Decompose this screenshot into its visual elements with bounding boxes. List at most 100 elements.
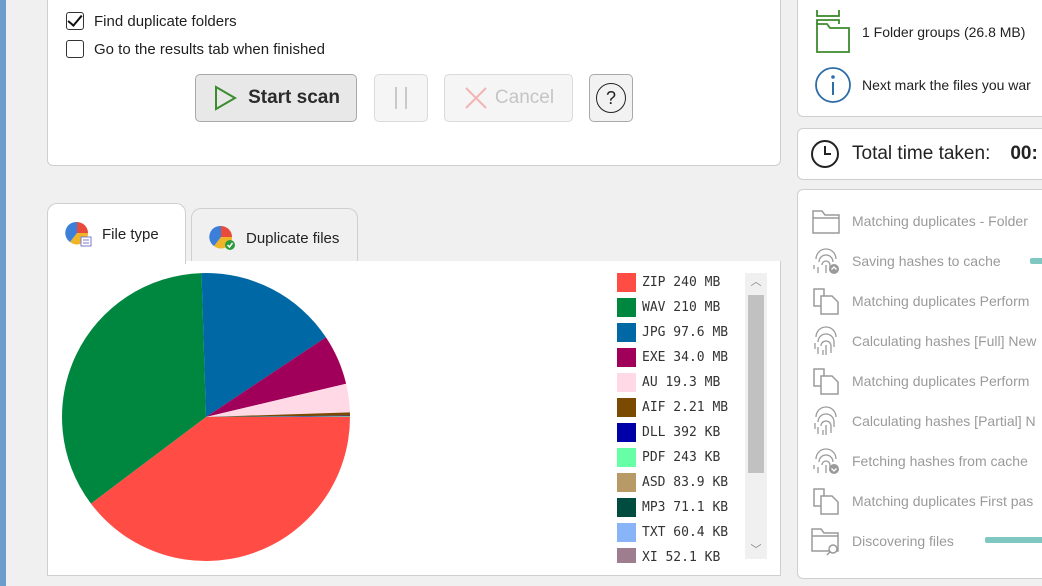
folder-groups-row: 1 Folder groups (26.8 MB) xyxy=(814,10,1025,54)
play-icon xyxy=(215,85,238,111)
step-matching-folders: Matching duplicates - Folder xyxy=(810,205,1028,237)
pie-slice-dll xyxy=(206,415,350,417)
pie-chart-icon xyxy=(65,221,92,247)
folder-groups-text: 1 Folder groups (26.8 MB) xyxy=(862,24,1026,40)
pie-slice-aif xyxy=(206,412,350,417)
step-hashes-partial: Calculating hashes [Partial] N xyxy=(810,405,1036,437)
results-summary-panel: 1 Folder groups (26.8 MB) Next mark the … xyxy=(797,0,1042,117)
fingerprint-icon xyxy=(810,325,842,357)
folder-search-icon xyxy=(810,525,842,557)
legend-item-xi: XI 52.1 KB xyxy=(617,548,720,563)
legend-item-txt: TXT 60.4 KB xyxy=(617,523,728,542)
find-duplicate-folders-checkbox[interactable] xyxy=(66,12,84,30)
step-discovering-files: Discovering files xyxy=(810,525,954,557)
saving-hashes-progress-bar xyxy=(1030,258,1042,264)
help-glyph: ? xyxy=(605,87,616,108)
step-saving-hashes: Saving hashes to cache xyxy=(810,245,1001,277)
find-duplicate-folders-label: Find duplicate folders xyxy=(94,12,237,30)
legend-swatch xyxy=(617,473,636,492)
step-label: Matching duplicates Perform xyxy=(852,293,1030,309)
legend-label: XI 52.1 KB xyxy=(642,550,721,563)
window-edge xyxy=(0,0,6,586)
step-label: Matching duplicates Perform xyxy=(852,373,1030,389)
step-hashes-full: Calculating hashes [Full] New xyxy=(810,325,1036,357)
discovering-files-progress-bar xyxy=(985,537,1042,543)
pie-slice-wav xyxy=(62,273,206,504)
fingerprint-download-icon xyxy=(810,445,842,477)
step-matching-first-pass: Matching duplicates First pas xyxy=(810,485,1033,517)
legend-label: ASD 83.9 KB xyxy=(642,475,729,490)
legend-item-asd: ASD 83.9 KB xyxy=(617,473,728,492)
legend-item-pdf: PDF 243 KB xyxy=(617,448,720,467)
info-icon xyxy=(815,67,851,103)
tab-duplicate-files[interactable]: Duplicate files xyxy=(191,208,358,267)
legend-swatch xyxy=(617,323,636,342)
goto-results-checkbox[interactable] xyxy=(66,40,84,58)
legend-item-zip: ZIP 240 MB xyxy=(617,273,720,292)
goto-results-option[interactable]: Go to the results tab when finished xyxy=(66,40,325,58)
legend-swatch xyxy=(617,373,636,392)
tab-file-type[interactable]: File type xyxy=(47,203,186,264)
scroll-up-icon[interactable]: ︿ xyxy=(750,276,762,288)
file-type-pie-chart xyxy=(62,273,350,561)
step-matching-perform-1: Matching duplicates Perform xyxy=(810,285,1029,317)
legend-item-wav: WAV 210 MB xyxy=(617,298,720,317)
total-time-panel: Total time taken: 00: xyxy=(797,128,1042,180)
copy-icon xyxy=(810,485,842,517)
legend-swatch xyxy=(617,548,636,563)
legend-label: AU 19.3 MB xyxy=(642,375,721,390)
help-icon: ? xyxy=(596,83,626,113)
close-icon xyxy=(465,87,487,109)
pie-slice-au xyxy=(206,383,350,417)
scan-steps-panel: Matching duplicates - Folder Saving hash… xyxy=(797,189,1042,579)
step-label: Calculating hashes [Partial] N xyxy=(852,413,1036,429)
legend-item-jpg: JPG 97.6 MB xyxy=(617,323,728,342)
step-label: Discovering files xyxy=(852,533,954,549)
legend-label: TXT 60.4 KB xyxy=(642,525,729,540)
pie-slice-jpg xyxy=(201,273,326,417)
legend-swatch xyxy=(617,448,636,467)
legend-swatch xyxy=(617,398,636,417)
legend-swatch xyxy=(617,273,636,292)
cancel-button[interactable]: Cancel xyxy=(444,74,573,122)
step-label: Saving hashes to cache xyxy=(852,253,1001,269)
legend-label: AIF 2.21 MB xyxy=(642,400,729,415)
step-label: Calculating hashes [Full] New xyxy=(852,333,1037,349)
copy-icon xyxy=(810,285,842,317)
scrollbar-thumb[interactable] xyxy=(748,295,764,473)
cancel-label: Cancel xyxy=(494,87,555,108)
clock-icon xyxy=(811,140,839,168)
legend-item-dll: DLL 392 KB xyxy=(617,423,720,442)
step-label: Matching duplicates - Folder xyxy=(852,213,1028,229)
pie-slice-pdf xyxy=(206,416,350,417)
step-matching-perform-2: Matching duplicates Perform xyxy=(810,365,1029,397)
find-duplicate-folders-option[interactable]: Find duplicate folders xyxy=(66,12,237,30)
start-scan-button[interactable]: Start scan xyxy=(195,74,357,122)
goto-results-label: Go to the results tab when finished xyxy=(94,40,325,58)
legend-label: MP3 71.1 KB xyxy=(642,500,729,515)
pause-button[interactable] xyxy=(374,74,428,122)
legend-scrollbar[interactable]: ︿ ﹀ xyxy=(745,273,767,559)
step-label: Matching duplicates First pas xyxy=(852,493,1034,509)
legend-label: PDF 243 KB xyxy=(642,450,721,465)
folder-group-icon xyxy=(816,10,850,53)
legend-label: JPG 97.6 MB xyxy=(642,325,729,340)
legend-label: WAV 210 MB xyxy=(642,300,721,315)
pause-icon xyxy=(395,87,407,109)
chart-legend: ZIP 240 MB WAV 210 MB JPG 97.6 MB EXE 34.0 … xyxy=(617,273,767,563)
folder-icon xyxy=(810,205,842,237)
fingerprint-upload-icon xyxy=(810,245,842,277)
legend-label: ZIP 240 MB xyxy=(642,275,721,290)
scroll-down-icon[interactable]: ﹀ xyxy=(750,544,762,556)
help-button[interactable]: ? xyxy=(589,74,633,122)
next-step-text: Next mark the files you war xyxy=(862,77,1031,93)
fingerprint-icon xyxy=(810,405,842,437)
next-step-row: Next mark the files you war xyxy=(814,66,1031,104)
tab-duplicate-files-label: Duplicate files xyxy=(246,229,340,247)
step-fetching-hashes: Fetching hashes from cache xyxy=(810,445,1028,477)
total-time-value: 00: xyxy=(1010,143,1038,164)
start-scan-label: Start scan xyxy=(248,87,340,108)
legend-label: DLL 392 KB xyxy=(642,425,721,440)
legend-item-aif: AIF 2.21 MB xyxy=(617,398,728,417)
legend-label: EXE 34.0 MB xyxy=(642,350,729,365)
